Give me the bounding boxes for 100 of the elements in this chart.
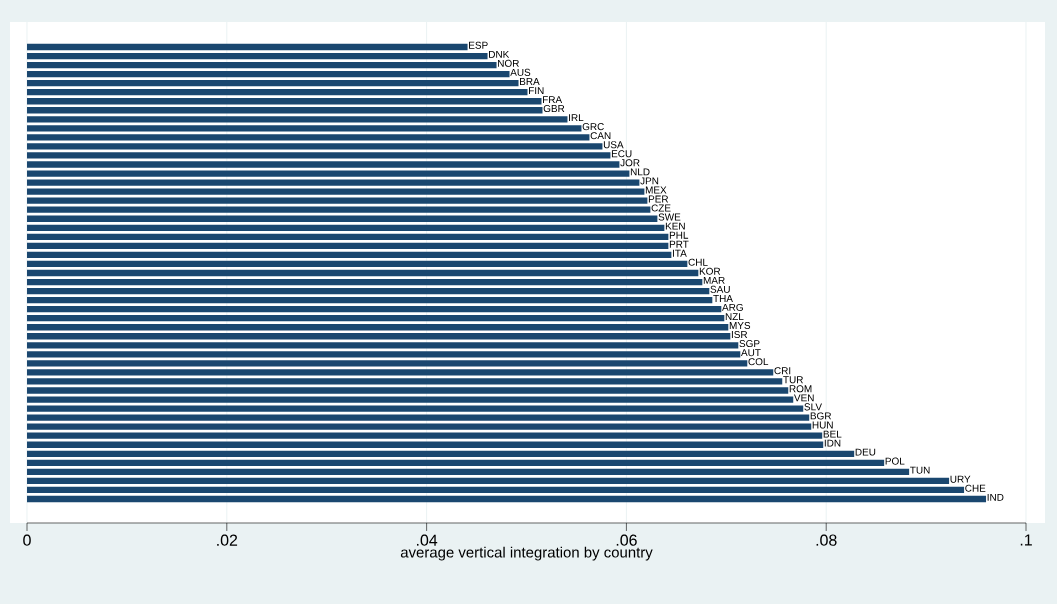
bar	[27, 116, 568, 123]
y-tick-label: URY	[950, 475, 971, 483]
bar	[27, 98, 542, 105]
y-tick-label: USA	[603, 141, 624, 149]
y-tick-label: DEU	[855, 448, 876, 456]
bar	[27, 215, 658, 222]
y-tick-label: NLD	[630, 168, 650, 176]
bar	[27, 369, 774, 376]
x-tick-label: .04	[416, 534, 438, 546]
y-tick-label: CZE	[651, 204, 671, 212]
bar	[27, 387, 789, 394]
y-tick-label: MYS	[729, 321, 751, 330]
x-tick-label: .1	[1020, 534, 1032, 546]
bar	[27, 486, 965, 494]
y-tick-label: DNK	[489, 50, 510, 58]
bar	[27, 134, 590, 141]
bar	[27, 260, 688, 268]
bar	[27, 423, 812, 430]
bar	[27, 224, 665, 231]
y-tick-label: IND	[987, 493, 1004, 501]
x-tick-label: .02	[217, 534, 238, 546]
bar	[27, 89, 528, 96]
bar	[27, 414, 810, 421]
bar	[27, 396, 794, 403]
y-tick-label: JOR	[620, 159, 640, 167]
y-tick-label: FRA	[543, 96, 563, 104]
y-tick-label: TUR	[783, 376, 803, 384]
bar	[27, 441, 824, 448]
y-tick-label: ROM	[789, 385, 812, 393]
bar	[27, 495, 987, 503]
y-tick-label: PRT	[669, 240, 689, 248]
y-tick-label: ECU	[611, 150, 632, 158]
y-tick-label: CRI	[774, 367, 791, 375]
y-tick-label: IRL	[569, 114, 584, 122]
x-tick-label: 0	[23, 534, 31, 546]
bar	[27, 333, 731, 340]
y-tick-label: BGR	[810, 412, 832, 420]
y-tick-label: AUS	[510, 68, 531, 76]
y-tick-label: PHL	[669, 231, 689, 239]
bar	[27, 206, 651, 213]
bar	[27, 287, 710, 295]
y-tick-label: GRC	[582, 123, 604, 131]
bar	[27, 233, 669, 240]
bar	[27, 405, 804, 412]
y-tick-label: SGP	[739, 340, 760, 348]
bar	[27, 342, 739, 349]
bar	[27, 188, 645, 195]
y-tick-label: AUT	[741, 349, 761, 357]
y-tick-label: NZL	[725, 313, 744, 320]
bar	[27, 269, 699, 277]
bar	[27, 477, 950, 485]
y-tick-label: COL	[748, 358, 769, 366]
y-tick-label: IDN	[824, 439, 841, 447]
bar	[27, 70, 510, 78]
y-tick-label: BRA	[520, 78, 540, 85]
bar	[27, 179, 640, 186]
bar	[27, 324, 729, 331]
bar	[27, 432, 823, 439]
bar	[27, 197, 648, 204]
bar	[27, 378, 783, 385]
y-tick-label: HUN	[812, 421, 833, 429]
y-tick-label: THA	[713, 295, 733, 302]
x-tick-label: .08	[816, 534, 837, 546]
x-tick-label: .06	[616, 534, 637, 546]
bar	[27, 360, 748, 367]
y-tick-label: SAU	[710, 285, 730, 293]
bar	[27, 152, 611, 159]
bar	[27, 459, 885, 466]
y-tick-label: GBR	[543, 105, 565, 113]
bar	[27, 306, 722, 313]
y-tick-label: MEX	[645, 186, 667, 194]
bar	[27, 61, 497, 69]
bar	[27, 315, 725, 322]
y-tick-label: JPN	[640, 177, 659, 185]
bar	[27, 143, 603, 150]
bar	[27, 450, 855, 457]
y-tick-label: KOR	[699, 267, 721, 275]
y-tick-label: SLV	[804, 403, 822, 411]
x-axis-title: average vertical integration by country	[400, 546, 653, 561]
y-tick-label: FIN	[529, 87, 544, 94]
y-tick-label: NOR	[498, 59, 519, 67]
bar	[27, 52, 488, 60]
bar	[27, 170, 630, 177]
y-tick-label: TUN	[910, 466, 930, 474]
y-tick-label: VEN	[793, 394, 814, 402]
bar	[27, 351, 741, 358]
y-tick-label: BEL	[823, 430, 842, 438]
bar	[27, 242, 669, 250]
y-tick-label: ARG	[722, 303, 743, 311]
bar	[27, 80, 519, 87]
y-tick-label: ISR	[731, 331, 748, 339]
y-tick-label: CHL	[688, 258, 708, 266]
bar	[27, 43, 468, 51]
bar	[27, 468, 910, 476]
bar	[27, 161, 620, 168]
bar	[27, 125, 582, 132]
y-tick-label: ITA	[672, 249, 687, 257]
y-tick-label: PER	[648, 195, 669, 203]
y-tick-label: CAN	[590, 132, 611, 140]
bar	[27, 107, 543, 114]
